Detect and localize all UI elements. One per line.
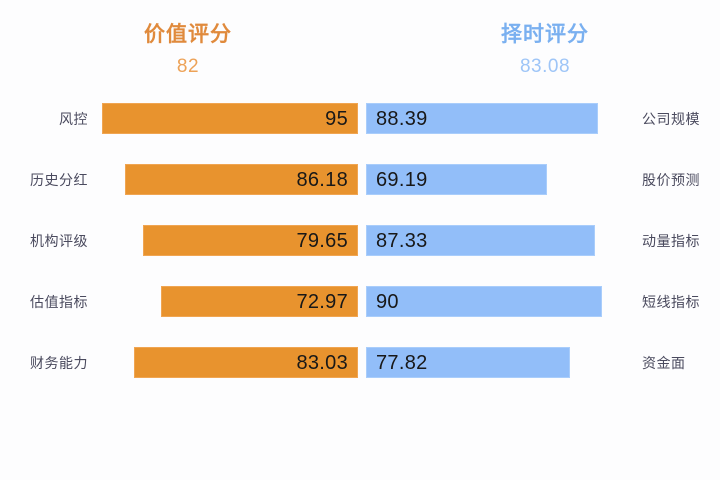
timing-score-total: 83.08 [519, 56, 571, 77]
bar-rows-container: 风控 95 88.39 公司规模 历史分红 86.18 [0, 88, 720, 388]
right-bar-track: 88.39 [366, 103, 628, 134]
right-category-label: 短线指标 [642, 293, 700, 310]
left-category-label: 估值指标 [30, 293, 88, 310]
chart-row: 估值指标 72.97 90 短线指标 [0, 271, 720, 332]
right-bar-track: 87.33 [366, 225, 628, 256]
left-bar-track: 72.97 [88, 286, 358, 317]
right-bar-value: 87.33 [376, 229, 428, 252]
right-bar-track: 77.82 [366, 347, 628, 378]
left-category-label: 风控 [59, 110, 88, 127]
chart-row: 风控 95 88.39 公司规模 [0, 88, 720, 149]
value-score-header: 价值评分 82 [68, 22, 308, 80]
left-bar: 79.65 [142, 225, 358, 256]
right-bar-track: 69.19 [366, 164, 628, 195]
left-bar-track: 95 [88, 103, 358, 134]
right-category-label: 公司规模 [642, 110, 700, 127]
timing-score-title: 择时评分 [501, 23, 589, 46]
left-category-label: 历史分红 [30, 171, 88, 188]
left-bar-track: 86.18 [88, 164, 358, 195]
left-bar-track: 79.65 [88, 225, 358, 256]
right-bar: 69.19 [366, 164, 548, 195]
right-bar-value: 88.39 [376, 107, 428, 130]
left-bar: 83.03 [133, 347, 358, 378]
right-category-label: 股价预测 [642, 171, 700, 188]
chart-headers: 价值评分 82 择时评分 83.08 [0, 0, 720, 88]
left-category-label: 机构评级 [30, 232, 88, 249]
left-bar-value: 86.18 [296, 168, 348, 191]
timing-score-header: 择时评分 83.08 [425, 22, 665, 80]
left-bar: 95 [101, 103, 358, 134]
value-score-total: 82 [176, 56, 200, 77]
left-category-label: 财务能力 [30, 354, 88, 371]
chart-row: 历史分红 86.18 69.19 股价预测 [0, 149, 720, 210]
right-bar-track: 90 [366, 286, 628, 317]
right-bar: 87.33 [366, 225, 595, 256]
right-category-label: 资金面 [642, 354, 686, 371]
right-bar: 77.82 [366, 347, 570, 378]
left-bar-value: 79.65 [296, 229, 348, 252]
right-bar-value: 90 [376, 290, 399, 313]
right-bar: 90 [366, 286, 602, 317]
left-bar: 72.97 [160, 286, 358, 317]
left-bar-value: 83.03 [296, 351, 348, 374]
right-bar: 88.39 [366, 103, 598, 134]
chart-row: 财务能力 83.03 77.82 资金面 [0, 332, 720, 393]
right-bar-value: 77.82 [376, 351, 428, 374]
left-bar-value: 95 [325, 107, 348, 130]
left-bar-value: 72.97 [296, 290, 348, 313]
left-bar-track: 83.03 [88, 347, 358, 378]
value-score-title: 价值评分 [144, 23, 232, 46]
right-bar-value: 69.19 [376, 168, 428, 191]
chart-row: 机构评级 79.65 87.33 动量指标 [0, 210, 720, 271]
right-category-label: 动量指标 [642, 232, 700, 249]
left-bar: 86.18 [125, 164, 358, 195]
